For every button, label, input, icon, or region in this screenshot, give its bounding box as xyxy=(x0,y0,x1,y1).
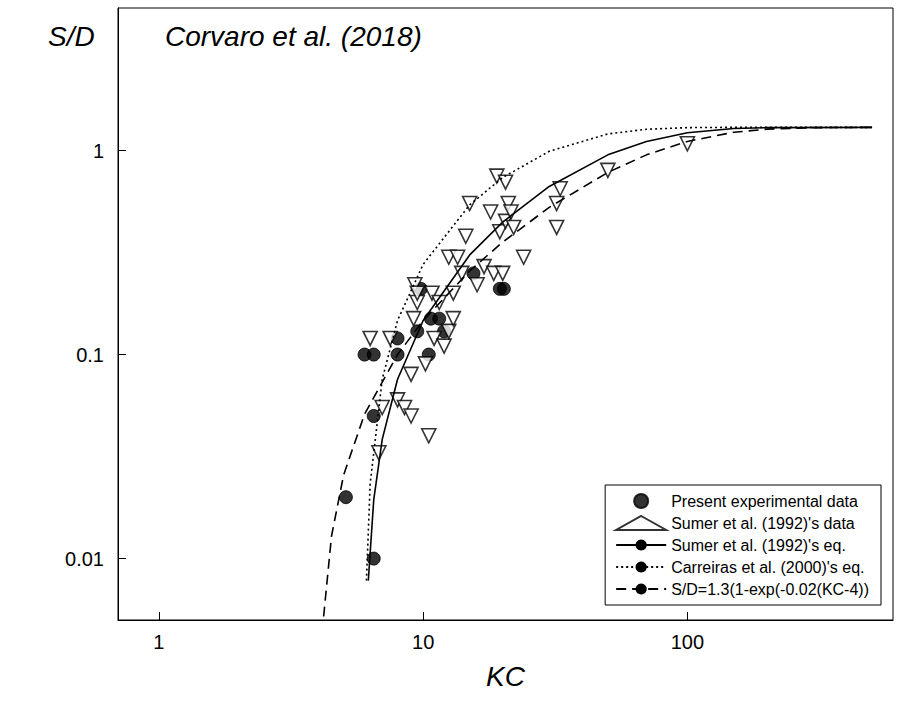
svg-text:S/D: S/D xyxy=(48,21,95,52)
svg-text:10: 10 xyxy=(412,631,434,653)
svg-text:100: 100 xyxy=(671,631,704,653)
svg-text:1: 1 xyxy=(93,140,104,162)
svg-text:S/D=1.3(1-exp(-0.02(KC-4)): S/D=1.3(1-exp(-0.02(KC-4)) xyxy=(671,581,869,598)
svg-text:Carreiras et al. (2000)'s eq.: Carreiras et al. (2000)'s eq. xyxy=(671,559,864,576)
svg-text:Present experimental data: Present experimental data xyxy=(671,493,858,510)
svg-text:0.1: 0.1 xyxy=(76,344,104,366)
svg-text:0.01: 0.01 xyxy=(65,548,104,570)
svg-text:Sumer et al. (1992)'s data: Sumer et al. (1992)'s data xyxy=(671,515,855,532)
svg-text:Corvaro et al. (2018): Corvaro et al. (2018) xyxy=(165,21,422,52)
svg-text:Sumer et al. (1992)'s eq.: Sumer et al. (1992)'s eq. xyxy=(671,537,846,554)
svg-text:KC: KC xyxy=(486,661,526,692)
svg-text:1: 1 xyxy=(153,631,164,653)
